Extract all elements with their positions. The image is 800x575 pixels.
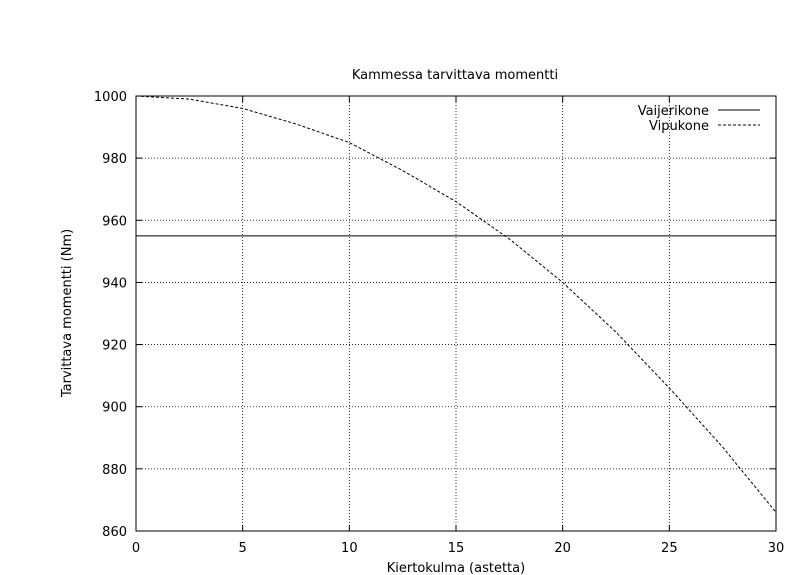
legend-label: Vaijerikone <box>638 104 709 119</box>
legend-label: Vipukone <box>649 119 709 134</box>
axis-ticks: 0 5 10 15 20 25 30 860 880 900 920 940 960 980 1000 <box>94 90 784 556</box>
y-tick-label: 940 <box>102 276 127 291</box>
y-tick-label: 900 <box>102 401 127 416</box>
x-tick-label: 10 <box>341 541 358 556</box>
x-tick-label: 0 <box>132 541 140 556</box>
y-tick-label: 980 <box>102 152 127 167</box>
x-tick-label: 30 <box>768 541 785 556</box>
y-tick-label: 880 <box>102 463 127 478</box>
x-axis-label: Kiertokulma (astetta) <box>387 561 525 575</box>
x-tick-label: 20 <box>554 541 571 556</box>
x-tick-label: 5 <box>239 541 247 556</box>
x-tick-label: 15 <box>448 541 465 556</box>
x-tick-label: 25 <box>661 541 678 556</box>
series-line-2 <box>135 95 777 513</box>
plot-series <box>135 95 777 513</box>
y-tick-label: 920 <box>102 339 127 354</box>
y-tick-label: 1000 <box>94 90 127 105</box>
grid <box>136 96 776 531</box>
y-tick-label: 960 <box>102 214 127 229</box>
y-tick-label: 860 <box>102 525 127 540</box>
chart-title: Kammessa tarvittava momentti <box>352 68 558 83</box>
y-axis-label: Tarvittava momentti (Nm) <box>60 229 75 398</box>
